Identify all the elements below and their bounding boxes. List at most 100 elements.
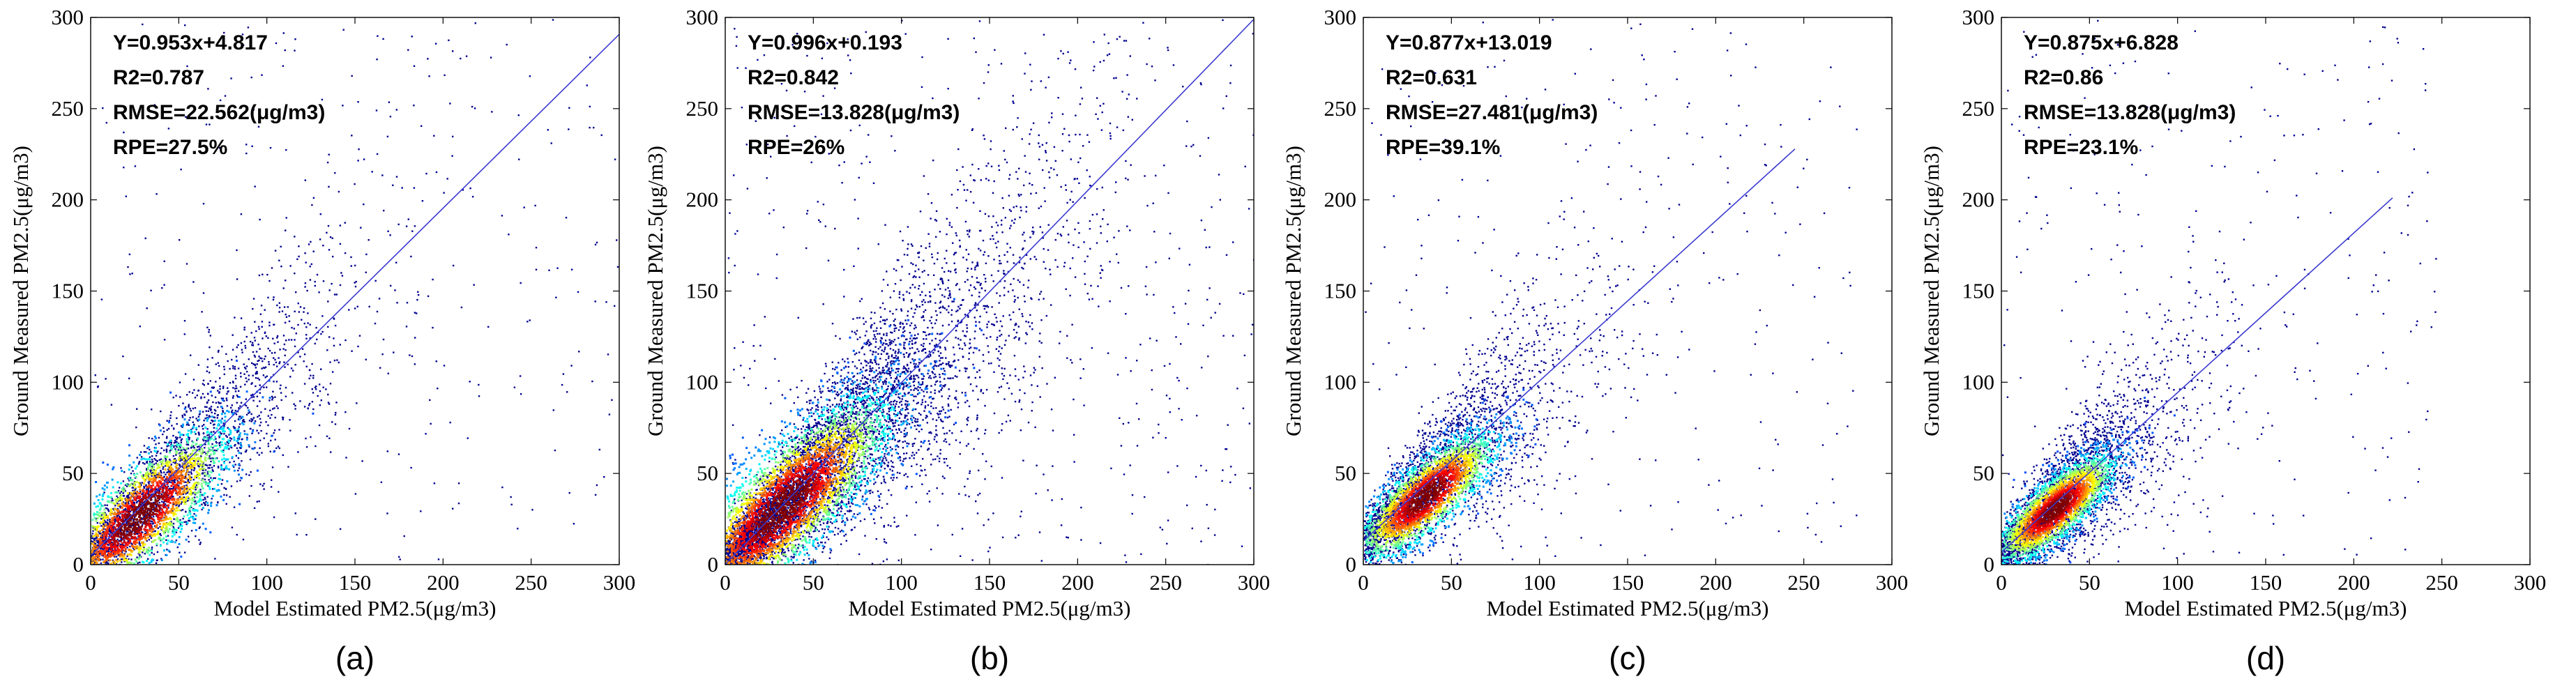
data-point xyxy=(278,311,280,313)
data-point xyxy=(600,134,603,137)
data-point xyxy=(128,522,130,524)
data-point xyxy=(307,322,309,324)
data-point xyxy=(191,458,194,461)
data-point xyxy=(843,480,845,482)
data-point xyxy=(189,489,192,492)
data-point xyxy=(907,310,909,312)
data-point xyxy=(121,499,123,502)
data-point xyxy=(103,556,106,558)
data-point xyxy=(188,492,191,495)
data-point xyxy=(118,503,121,506)
data-point xyxy=(289,419,291,421)
data-point xyxy=(183,333,185,335)
data-point xyxy=(388,101,391,103)
data-point xyxy=(97,513,100,516)
data-point xyxy=(550,142,552,144)
data-point xyxy=(180,486,183,489)
data-point xyxy=(228,468,231,471)
data-point xyxy=(1004,217,1006,219)
data-point xyxy=(274,358,276,361)
data-point xyxy=(192,281,195,283)
data-point xyxy=(121,539,123,541)
data-point xyxy=(95,555,98,558)
data-point xyxy=(91,533,94,535)
data-point xyxy=(205,436,208,439)
data-point xyxy=(900,310,903,312)
data-point xyxy=(167,461,170,464)
data-point xyxy=(210,502,213,505)
data-point xyxy=(127,540,130,542)
data-point xyxy=(277,341,279,343)
data-point xyxy=(209,390,212,393)
data-point xyxy=(129,498,132,501)
data-point xyxy=(168,473,170,476)
data-point xyxy=(112,529,115,532)
data-point xyxy=(174,466,177,468)
data-point xyxy=(130,483,132,486)
data-point xyxy=(312,392,315,394)
data-point xyxy=(158,495,160,498)
data-point xyxy=(160,558,162,560)
data-point xyxy=(854,331,856,333)
data-point xyxy=(916,420,918,423)
data-point xyxy=(186,394,188,396)
data-point xyxy=(305,334,308,336)
data-point xyxy=(196,457,199,460)
data-point xyxy=(164,468,167,471)
data-point xyxy=(211,411,213,413)
data-point xyxy=(115,563,118,565)
data-point xyxy=(199,497,202,500)
data-point xyxy=(284,366,286,368)
data-point xyxy=(227,387,229,389)
data-point xyxy=(235,455,237,457)
data-point xyxy=(298,311,301,313)
data-point xyxy=(189,510,191,512)
data-point xyxy=(272,390,274,392)
data-point xyxy=(278,357,280,359)
data-point xyxy=(203,384,205,386)
data-point xyxy=(531,509,533,511)
data-point xyxy=(240,317,243,319)
data-point xyxy=(189,459,191,462)
data-point xyxy=(157,532,159,535)
data-point xyxy=(234,420,236,422)
data-point xyxy=(99,503,102,505)
data-point xyxy=(185,493,187,495)
data-point xyxy=(941,387,944,389)
data-point xyxy=(157,518,160,521)
data-point xyxy=(146,530,149,533)
data-point xyxy=(114,561,116,564)
data-point xyxy=(133,473,136,476)
data-point xyxy=(428,75,430,77)
data-point xyxy=(237,344,239,346)
data-point xyxy=(1024,370,1026,373)
data-point xyxy=(244,383,246,385)
data-point xyxy=(198,468,201,471)
data-point xyxy=(148,524,151,527)
data-point xyxy=(171,425,173,427)
data-point xyxy=(374,322,377,325)
data-point xyxy=(251,382,253,384)
data-point xyxy=(101,498,104,501)
data-point xyxy=(129,477,132,479)
data-point xyxy=(191,497,194,499)
data-point xyxy=(399,558,401,560)
data-point xyxy=(211,415,213,418)
data-point xyxy=(164,484,166,486)
data-point xyxy=(182,498,185,501)
data-point xyxy=(138,497,141,500)
data-point xyxy=(178,505,180,507)
data-point xyxy=(200,461,203,464)
data-point xyxy=(225,434,227,437)
data-point xyxy=(218,401,220,404)
data-point xyxy=(207,437,209,439)
data-point xyxy=(202,450,204,452)
data-point xyxy=(209,449,211,452)
data-point xyxy=(828,422,830,425)
data-point xyxy=(132,491,135,494)
data-point xyxy=(195,454,197,456)
data-point xyxy=(197,460,199,462)
data-point xyxy=(315,385,317,388)
data-point xyxy=(160,495,162,498)
data-point xyxy=(243,326,245,328)
